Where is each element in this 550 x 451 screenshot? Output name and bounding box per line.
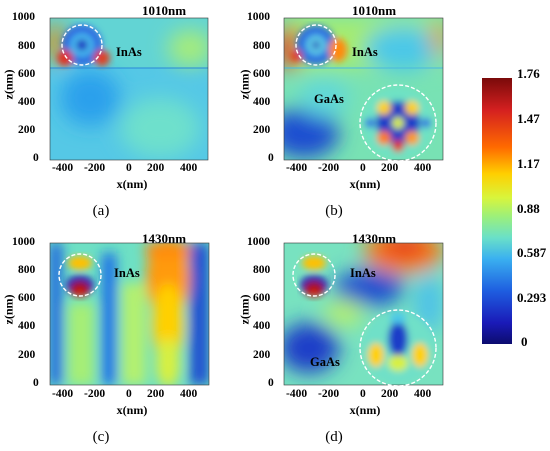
- y-tick: 800: [18, 40, 36, 52]
- y-tick: 200: [18, 124, 36, 136]
- y-tick: 600: [253, 292, 271, 304]
- panel-caption: (b): [325, 203, 343, 219]
- x-tick: 0: [360, 162, 366, 174]
- colorbar-tick: 1.17: [517, 156, 540, 171]
- y-tick: 200: [18, 349, 36, 361]
- x-tick: -200: [318, 162, 340, 174]
- colorbar-tick: 0.293: [517, 290, 547, 305]
- material-label: InAs: [114, 266, 140, 280]
- y-axis-label: z(nm): [237, 294, 252, 325]
- x-tick: -200: [318, 388, 340, 400]
- y-tick: 0: [268, 152, 274, 164]
- colorbar-tick: 1.47: [517, 111, 540, 126]
- y-tick: 1000: [247, 11, 270, 23]
- x-axis-label: x(nm): [349, 403, 381, 417]
- y-tick: 1000: [247, 236, 270, 248]
- y-tick: 0: [33, 152, 39, 164]
- y-tick: 400: [18, 320, 36, 332]
- x-tick: 200: [381, 162, 399, 174]
- material-label: InAs: [350, 266, 376, 280]
- x-tick: -400: [52, 388, 74, 400]
- y-tick: 600: [253, 68, 271, 80]
- dashed-circle: [58, 253, 102, 297]
- dashed-circle: [292, 253, 336, 297]
- y-tick: 200: [253, 124, 271, 136]
- dashed-circle: [295, 24, 337, 66]
- x-tick: 400: [414, 162, 432, 174]
- y-tick: 0: [33, 377, 39, 389]
- y-tick: 0: [268, 377, 274, 389]
- panel-c-heatmap: [49, 242, 210, 386]
- panel-c-title: 1430nm: [141, 231, 187, 246]
- y-axis-label: z(nm): [1, 294, 16, 325]
- x-tick: 0: [126, 162, 132, 174]
- panel-b-heatmap: [283, 17, 444, 162]
- y-tick: 800: [253, 264, 271, 276]
- colorbar-tick: 0: [521, 334, 528, 349]
- x-tick: 400: [180, 388, 198, 400]
- colorbar-gradient: [482, 78, 512, 344]
- x-tick: -400: [286, 388, 308, 400]
- panel-a-heatmap: [49, 17, 209, 161]
- x-tick: 400: [414, 388, 432, 400]
- y-tick: 1000: [12, 11, 35, 23]
- x-tick: -400: [52, 162, 74, 174]
- x-tick: 400: [180, 162, 198, 174]
- x-axis-label: x(nm): [116, 177, 148, 191]
- material-label: InAs: [116, 45, 142, 59]
- colorbar-tick: 0.587: [517, 245, 547, 260]
- x-tick: 200: [147, 162, 165, 174]
- x-axis-label: x(nm): [349, 177, 381, 191]
- panel-b-title: 1010nm: [351, 3, 397, 18]
- x-tick: 200: [147, 388, 165, 400]
- dashed-circle: [359, 84, 437, 162]
- y-tick: 1000: [12, 236, 35, 248]
- x-tick: 0: [126, 388, 132, 400]
- x-tick: 0: [360, 388, 366, 400]
- dashed-circle: [359, 309, 437, 387]
- y-axis-label: z(nm): [237, 69, 252, 100]
- material-label: GaAs: [314, 92, 344, 106]
- y-tick: 400: [18, 96, 36, 108]
- y-tick: 800: [253, 40, 271, 52]
- panel-d-title: 1430nm: [351, 231, 397, 246]
- y-tick: 400: [253, 320, 271, 332]
- dashed-circle: [61, 24, 103, 66]
- x-axis-label: x(nm): [116, 403, 148, 417]
- panel-caption: (d): [325, 429, 343, 445]
- material-label: GaAs: [310, 355, 340, 369]
- y-tick: 600: [18, 292, 36, 304]
- panel-a-title: 1010nm: [141, 3, 187, 18]
- colorbar-tick: 0.88: [517, 201, 540, 216]
- x-tick: -200: [84, 388, 106, 400]
- y-tick: 600: [18, 68, 36, 80]
- y-tick: 800: [18, 264, 36, 276]
- colorbar-tick: 1.76: [517, 66, 540, 81]
- panel-d-heatmap: [283, 242, 444, 387]
- y-tick: 400: [253, 96, 271, 108]
- x-tick: -200: [84, 162, 106, 174]
- x-tick: -400: [286, 162, 308, 174]
- panel-caption: (c): [92, 429, 110, 445]
- panel-caption: (a): [92, 203, 110, 219]
- material-label: InAs: [352, 45, 378, 59]
- y-tick: 200: [253, 349, 271, 361]
- y-axis-label: z(nm): [1, 69, 16, 100]
- x-tick: 200: [381, 388, 399, 400]
